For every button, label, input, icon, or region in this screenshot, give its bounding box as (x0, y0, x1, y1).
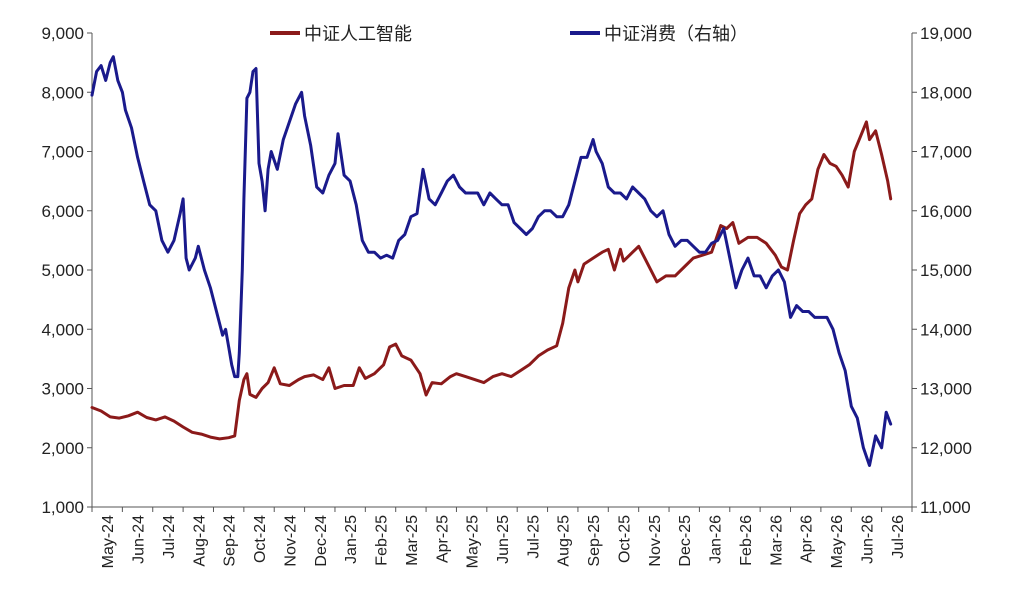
right-tick-label: 17,000 (920, 143, 972, 162)
right-tick-label: 11,000 (920, 498, 971, 517)
x-tick-label: Nov-24 (282, 515, 299, 567)
x-tick-label: Jul-25 (525, 515, 542, 559)
right-tick-label: 13,000 (920, 380, 972, 399)
x-tick-label: Jan-26 (708, 515, 725, 564)
x-tick-label: Aug-25 (556, 515, 573, 567)
right-tick-label: 16,000 (920, 202, 972, 221)
x-tick-label: Feb-25 (374, 515, 391, 566)
x-tick-label: May-25 (465, 515, 482, 568)
legend-label-consumer: 中证消费（右轴） (604, 24, 748, 45)
x-tick-label: May-24 (100, 515, 117, 568)
right-tick-label: 14,000 (920, 320, 972, 339)
left-tick-label: 5,000 (41, 261, 84, 280)
right-tick-label: 18,000 (920, 83, 972, 102)
x-tick-label: Aug-24 (191, 515, 208, 567)
left-tick-label: 8,000 (41, 83, 84, 102)
right-tick-label: 15,000 (920, 261, 972, 280)
right-tick-label: 19,000 (920, 24, 972, 43)
axes: 1,000 2,000 3,000 4,000 5,000 6,000 7,000 8,000… (41, 24, 972, 568)
left-tick-label: 4,000 (41, 320, 84, 339)
series-line-consumer (90, 55, 893, 467)
left-tick-label: 9,000 (41, 24, 84, 43)
x-tick-label: Feb-26 (738, 515, 755, 566)
left-tick-label: 1,000 (41, 498, 84, 517)
legend: 中证人工智能 中证消费（右轴） (270, 24, 748, 45)
x-tick-label: Apr-25 (434, 515, 451, 563)
left-tick-label: 2,000 (41, 439, 84, 458)
left-tick-label: 7,000 (41, 143, 84, 162)
x-tick-label: Nov-25 (647, 515, 664, 567)
x-tick-label: Jul-26 (890, 515, 907, 559)
x-tick-label: Jun-24 (131, 515, 148, 564)
x-tick-label: Jun-26 (859, 515, 876, 564)
x-tick-label: Oct-25 (616, 515, 633, 563)
x-tick-label: Sep-24 (222, 515, 239, 567)
x-tick-label: Dec-24 (313, 515, 330, 567)
left-tick-label: 6,000 (41, 202, 84, 221)
x-tick-label: Sep-25 (586, 515, 603, 567)
x-tick-label: Mar-26 (768, 515, 785, 566)
series-line-ai (90, 120, 893, 441)
x-tick-label: Jul-24 (161, 515, 178, 559)
x-tick-label: Dec-25 (677, 515, 694, 567)
x-tick-label: May-26 (829, 515, 846, 568)
series-lines (90, 55, 893, 467)
x-tick-label: Jun-25 (495, 515, 512, 564)
x-tick-label: Apr-26 (799, 515, 816, 563)
x-tick-label: Jan-25 (343, 515, 360, 564)
right-tick-label: 12,000 (920, 439, 972, 458)
x-tick-label: Mar-25 (404, 515, 421, 566)
legend-label-ai: 中证人工智能 (304, 24, 412, 45)
left-tick-label: 3,000 (41, 380, 84, 399)
x-tick-label: Oct-24 (252, 515, 269, 563)
